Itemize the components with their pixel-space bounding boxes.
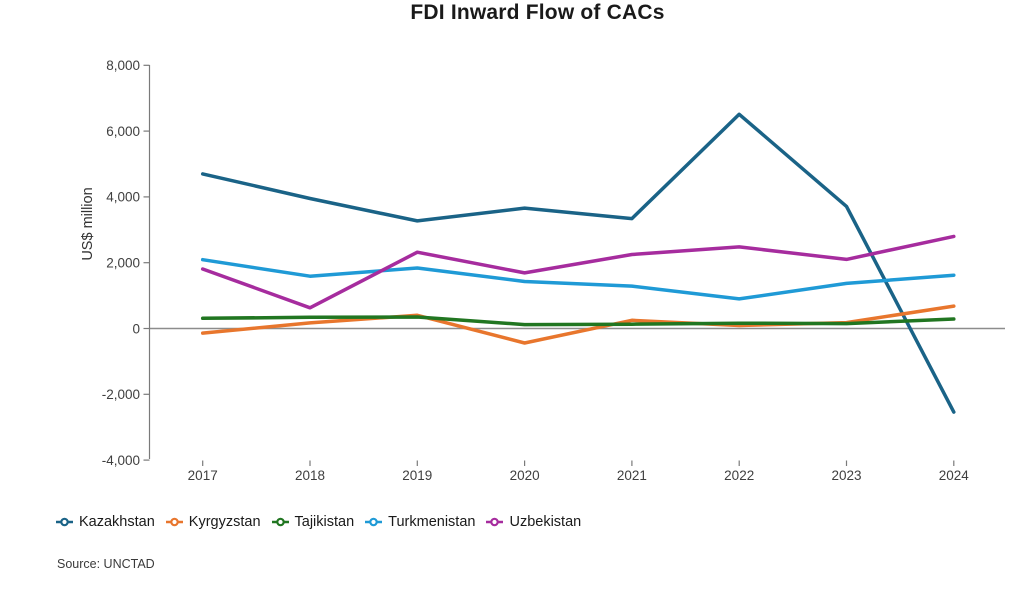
legend-marker-icon [271, 517, 289, 527]
y-tick-label: 2,000 [106, 256, 140, 271]
y-tick-label: 4,000 [106, 190, 140, 205]
x-tick-label: 2019 [402, 468, 432, 483]
y-tick-label: -2,000 [102, 387, 140, 402]
x-tick-label: 2017 [188, 468, 218, 483]
y-tick-label: -4,000 [102, 453, 140, 468]
chart-legend: Kazakhstan Kyrgyzstan Tajikistan Turkmenist… [56, 514, 581, 530]
series-line-kazakhstan [200, 112, 956, 414]
legend-marker-icon [486, 517, 504, 527]
legend-label: Uzbekistan [509, 514, 582, 530]
series-line-turkmenistan [200, 257, 956, 301]
x-tick-label: 2020 [510, 468, 540, 483]
x-tick-label: 2018 [295, 468, 325, 483]
legend-marker-icon [56, 517, 73, 527]
legend-item-turkmenistan[interactable]: Turkmenistan [365, 514, 475, 530]
legend-item-kyrgyzstan[interactable]: Kyrgyzstan [165, 514, 261, 530]
x-tick-label: 2023 [831, 468, 861, 483]
legend-label: Turkmenistan [388, 514, 476, 530]
x-tick-label: 2022 [724, 468, 754, 483]
legend-marker-icon [165, 517, 183, 527]
legend-label: Kyrgyzstan [188, 514, 261, 530]
legend-label: Tajikistan [294, 514, 355, 530]
series-line-tajikistan [200, 315, 956, 327]
y-tick-label: 0 [132, 321, 140, 336]
series-line-uzbekistan [200, 234, 956, 310]
x-tick-label: 2024 [939, 468, 970, 483]
y-tick-label: 6,000 [106, 124, 140, 139]
chart-title: FDI Inward Flow of CACs [410, 1, 665, 24]
legend-item-tajikistan[interactable]: Tajikistan [271, 514, 355, 530]
source-note: Source: UNCTAD [57, 557, 155, 571]
legend-label: Kazakhstan [79, 514, 155, 530]
y-tick-label: 8,000 [106, 58, 140, 73]
legend-marker-icon [365, 517, 383, 527]
x-tick-label: 2021 [617, 468, 647, 483]
legend-item-kazakhstan[interactable]: Kazakhstan [56, 514, 155, 530]
legend-item-uzbekistan[interactable]: Uzbekistan [486, 514, 581, 530]
y-axis-title: US$ million [80, 187, 96, 260]
